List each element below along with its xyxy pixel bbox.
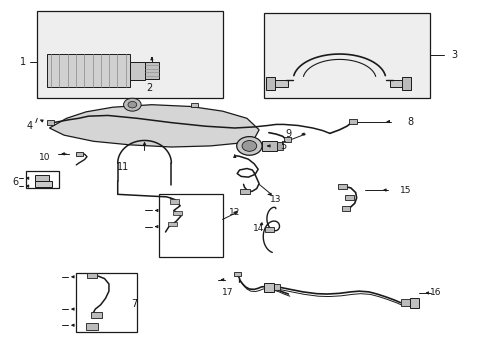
Bar (76, 152, 83, 156)
Bar (46, 120, 54, 125)
Bar (271, 284, 280, 290)
Text: 5: 5 (280, 141, 286, 151)
Bar (26, 171, 59, 188)
Text: 9: 9 (285, 129, 291, 139)
Bar (172, 211, 181, 215)
Polygon shape (49, 105, 259, 147)
Text: 10: 10 (39, 153, 50, 162)
Bar (35, 175, 49, 181)
Bar (233, 272, 240, 276)
Text: 15: 15 (399, 186, 410, 195)
Circle shape (236, 136, 262, 155)
Text: 3: 3 (450, 50, 456, 60)
Text: 13: 13 (270, 195, 282, 204)
Bar (76, 273, 137, 332)
Bar (91, 312, 102, 318)
Bar (283, 137, 291, 141)
Bar (47, 54, 130, 87)
Text: 12: 12 (228, 208, 240, 217)
Bar (144, 62, 159, 79)
Bar (239, 189, 250, 194)
Bar (348, 119, 356, 124)
Bar (401, 77, 410, 90)
Bar (389, 80, 404, 87)
Bar (86, 323, 98, 330)
Text: 16: 16 (429, 288, 441, 297)
Circle shape (123, 98, 141, 111)
Bar (266, 77, 275, 90)
Bar (35, 181, 52, 187)
Bar (37, 12, 222, 98)
Text: 4: 4 (27, 121, 33, 131)
Bar (273, 80, 288, 87)
Bar (400, 299, 410, 306)
Text: 8: 8 (407, 117, 412, 127)
Text: 11: 11 (116, 162, 128, 172)
Text: 6: 6 (12, 177, 19, 187)
Bar (130, 62, 144, 80)
Bar (264, 283, 273, 292)
Bar (264, 13, 429, 98)
Text: 17: 17 (221, 288, 233, 297)
Text: 7: 7 (131, 299, 138, 309)
Bar (341, 206, 349, 211)
Text: 2: 2 (146, 83, 152, 93)
Bar (344, 195, 353, 200)
Bar (168, 222, 177, 226)
Bar (190, 103, 198, 107)
Bar (276, 142, 282, 149)
Bar (159, 194, 222, 257)
Bar (262, 141, 276, 151)
Circle shape (128, 102, 137, 108)
Circle shape (242, 140, 256, 151)
Bar (337, 184, 346, 189)
Bar (87, 273, 97, 278)
Text: 14: 14 (253, 224, 264, 233)
Bar (169, 199, 178, 204)
Bar (265, 227, 274, 232)
Text: 1: 1 (20, 57, 26, 67)
Bar (409, 298, 418, 308)
